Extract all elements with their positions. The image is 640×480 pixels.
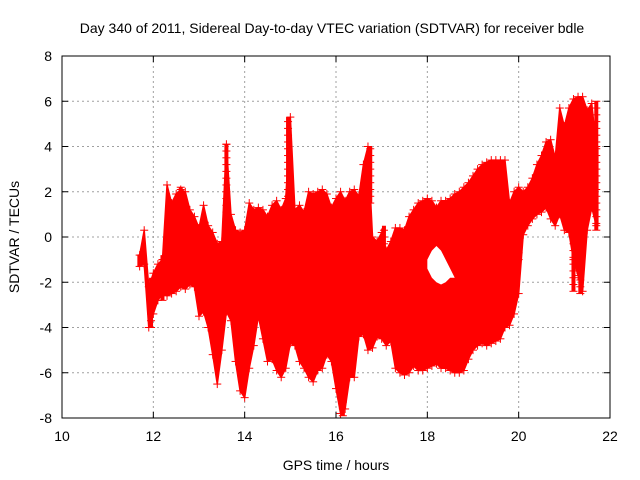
x-axis: 10 12 14 16 18 20 22 xyxy=(54,56,618,444)
y-tick-label: 2 xyxy=(44,184,52,200)
y-tick-label: 6 xyxy=(44,93,52,109)
x-tick-label: 16 xyxy=(328,428,344,444)
y-axis-label: SDTVAR / TECUs xyxy=(6,181,22,293)
y-tick-label: -4 xyxy=(40,320,53,336)
x-axis-label: GPS time / hours xyxy=(283,457,390,473)
x-tick-label: 18 xyxy=(420,428,436,444)
x-tick-label: 10 xyxy=(54,428,70,444)
x-tick-label: 12 xyxy=(146,428,162,444)
y-tick-label: -8 xyxy=(40,410,53,426)
x-tick-label: 20 xyxy=(511,428,527,444)
y-tick-label: -6 xyxy=(40,365,53,381)
y-tick-label: 8 xyxy=(44,48,52,64)
chart-title: Day 340 of 2011, Sidereal Day-to-day VTE… xyxy=(80,20,585,36)
y-tick-label: 0 xyxy=(44,229,52,245)
sdtvar-gap xyxy=(427,246,455,285)
data-series-sdtvar xyxy=(135,92,601,418)
y-axis: -8 -6 -4 -2 0 2 4 6 8 xyxy=(40,48,610,426)
y-tick-label: 4 xyxy=(44,139,52,155)
x-tick-label: 22 xyxy=(602,428,618,444)
x-tick-label: 14 xyxy=(237,428,253,444)
y-tick-label: -2 xyxy=(40,274,53,290)
